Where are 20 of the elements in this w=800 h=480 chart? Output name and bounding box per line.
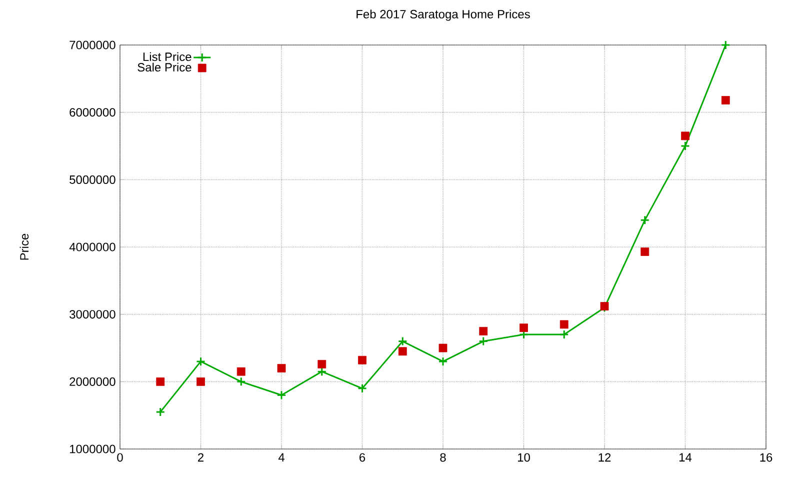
x-tick-label: 8 xyxy=(440,453,446,462)
x-tick-label: 0 xyxy=(117,453,123,462)
x-tick-label: 2 xyxy=(198,453,204,462)
x-tick-label: 14 xyxy=(679,453,692,462)
x-tick-label: 16 xyxy=(760,453,772,462)
y-tick-label: 6000000 xyxy=(70,108,116,117)
y-tick-label: 1000000 xyxy=(70,444,116,454)
x-tick-label: 4 xyxy=(278,453,284,462)
chart-title: Feb 2017 Saratoga Home Prices xyxy=(356,10,530,21)
y-axis-title: Price xyxy=(20,234,29,260)
y-tick-label: 2000000 xyxy=(70,377,116,386)
legend-label: Sale Price xyxy=(138,62,192,72)
x-tick-label: 12 xyxy=(598,453,611,462)
y-tick-label: 4000000 xyxy=(69,242,116,252)
x-tick-label: 10 xyxy=(518,453,530,462)
y-tick-label: 3000000 xyxy=(70,310,116,319)
x-tick-label: 6 xyxy=(360,453,366,462)
y-tick-label: 5000000 xyxy=(70,175,116,184)
y-tick-label: 7000000 xyxy=(70,40,116,50)
legend-label: List Price xyxy=(143,52,192,62)
